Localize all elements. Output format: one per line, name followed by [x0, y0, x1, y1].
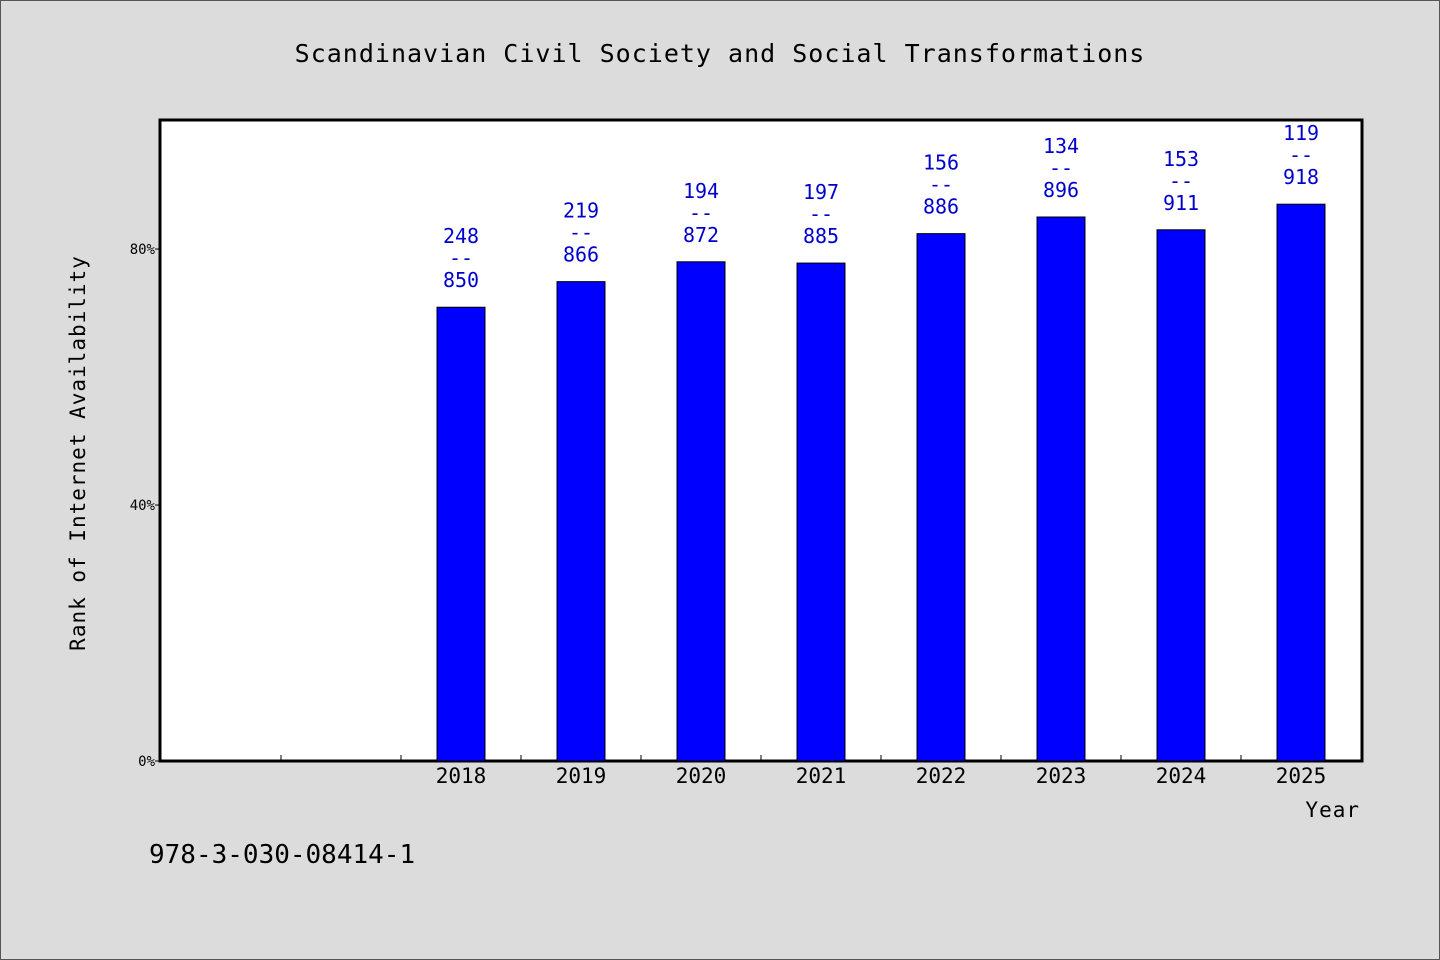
data-label-2024-0: 153 — [1163, 147, 1199, 171]
x-tick-label-2023: 2023 — [1036, 764, 1087, 788]
data-label-2021-2: 885 — [803, 224, 839, 248]
data-label-2020-0: 194 — [683, 179, 719, 203]
y-tick-label: 40% — [130, 498, 156, 514]
chart-title: Scandinavian Civil Society and Social Tr… — [295, 39, 1146, 68]
x-tick-label-2022: 2022 — [916, 764, 967, 788]
bar-2020 — [676, 261, 726, 762]
data-label-2023-1: -- — [1049, 156, 1073, 180]
bar-2019 — [556, 281, 606, 762]
data-label-2019-0: 219 — [563, 199, 599, 223]
x-tick-label-2020: 2020 — [676, 764, 727, 788]
data-label-2022-0: 156 — [923, 151, 959, 175]
y-axis-title: Rank of Internet Availability — [66, 255, 90, 651]
bar-2022 — [916, 233, 966, 762]
y-axis: 0% 40% 80% — [130, 242, 161, 770]
x-tick-label-2021: 2021 — [796, 764, 847, 788]
bar-2024 — [1156, 229, 1206, 762]
data-label-2024-2: 911 — [1163, 191, 1199, 215]
data-label-2025-0: 119 — [1283, 121, 1319, 145]
data-label-2018-0: 248 — [443, 224, 479, 248]
data-label-2019-1: -- — [569, 221, 593, 245]
data-label-2022-1: -- — [929, 173, 953, 197]
data-label-2020-2: 872 — [683, 223, 719, 247]
data-label-2023-0: 134 — [1043, 134, 1079, 158]
data-label-2018-2: 850 — [443, 268, 479, 292]
isbn-label: 978-3-030-08414-1 — [149, 840, 415, 870]
bars — [436, 203, 1326, 762]
y-tick-label: 80% — [130, 242, 156, 258]
data-label-2025-1: -- — [1289, 143, 1313, 167]
data-label-2025-2: 918 — [1283, 165, 1319, 189]
data-label-2021-1: -- — [809, 202, 833, 226]
x-axis-title: Year — [1305, 798, 1360, 822]
x-tick-label-2025: 2025 — [1276, 764, 1327, 788]
data-label-2020-1: -- — [689, 201, 713, 225]
x-tick-label-2024: 2024 — [1156, 764, 1207, 788]
x-axis: 2018 2019 2020 2021 2022 2023 2024 2025 — [280, 755, 1327, 788]
data-label-2018-1: -- — [449, 246, 473, 270]
bar-2023 — [1036, 216, 1086, 762]
data-label-2023-2: 896 — [1043, 178, 1079, 202]
x-tick-label-2018: 2018 — [436, 764, 487, 788]
bar-2025 — [1276, 203, 1326, 762]
data-label-2024-1: -- — [1169, 169, 1193, 193]
y-tick-label: 0% — [138, 754, 155, 770]
bar-2018 — [436, 306, 486, 762]
bar-2021 — [796, 262, 846, 762]
data-label-2022-2: 886 — [923, 195, 959, 219]
data-labels: 248--850219--866194--872197--885156--886… — [443, 121, 1319, 292]
data-label-2021-0: 197 — [803, 180, 839, 204]
x-tick-label-2019: 2019 — [556, 764, 607, 788]
data-label-2019-2: 866 — [563, 243, 599, 267]
